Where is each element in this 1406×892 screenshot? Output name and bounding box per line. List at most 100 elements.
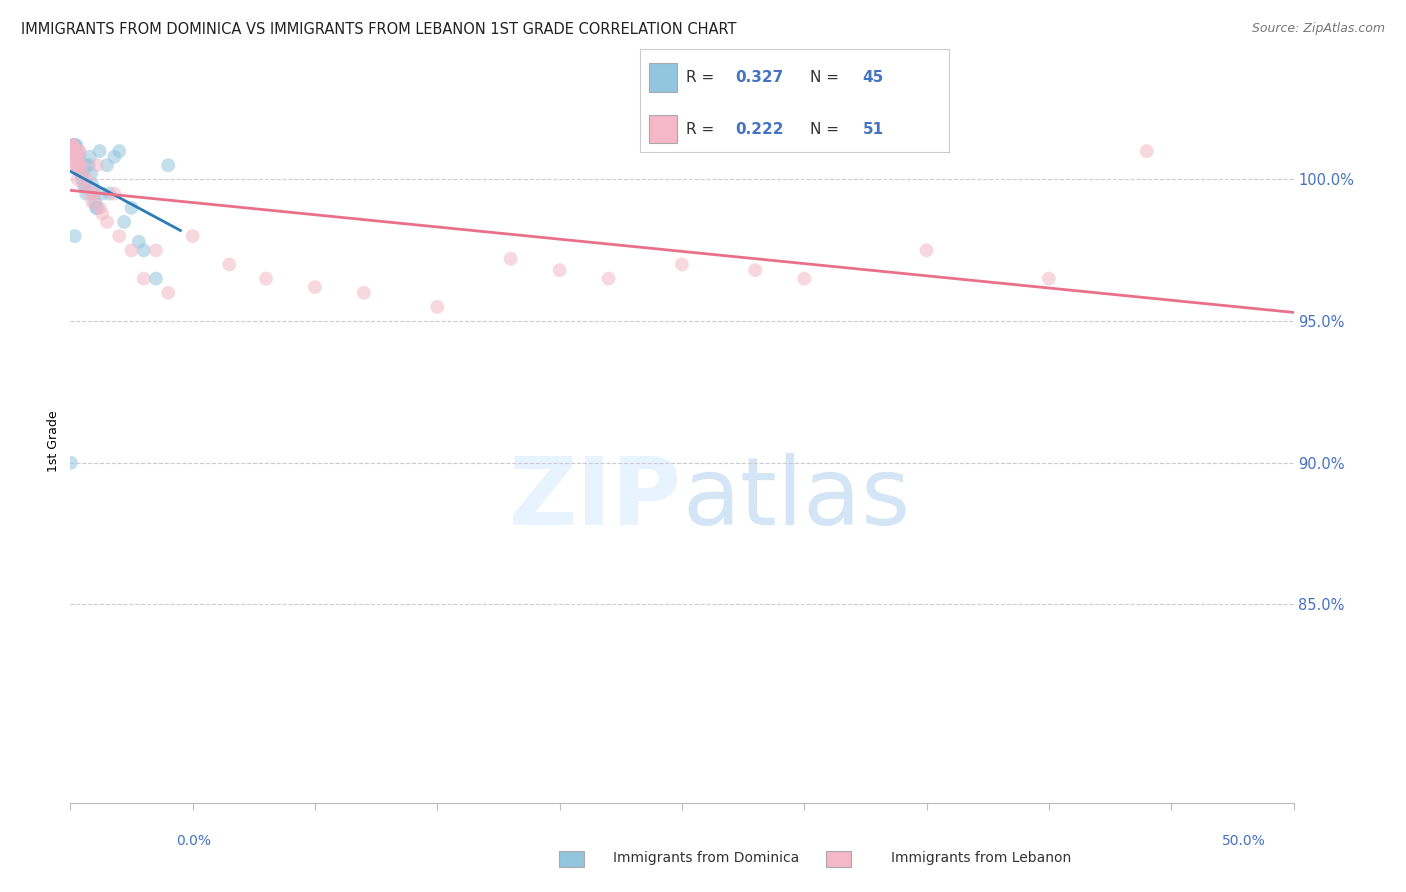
Point bbox=[499, 252, 522, 266]
Text: 0.222: 0.222 bbox=[735, 121, 785, 136]
Point bbox=[79, 186, 101, 201]
Point bbox=[84, 201, 107, 215]
Point bbox=[69, 144, 91, 158]
Point bbox=[70, 167, 93, 181]
Point bbox=[67, 158, 90, 172]
Text: Source: ZipAtlas.com: Source: ZipAtlas.com bbox=[1251, 22, 1385, 36]
Text: R =: R = bbox=[686, 70, 720, 86]
Text: 45: 45 bbox=[862, 70, 884, 86]
Text: IMMIGRANTS FROM DOMINICA VS IMMIGRANTS FROM LEBANON 1ST GRADE CORRELATION CHART: IMMIGRANTS FROM DOMINICA VS IMMIGRANTS F… bbox=[21, 22, 737, 37]
Point bbox=[103, 150, 125, 164]
Point bbox=[157, 285, 180, 300]
Point bbox=[67, 144, 90, 158]
Text: Immigrants from Lebanon: Immigrants from Lebanon bbox=[890, 851, 1071, 865]
Point bbox=[744, 263, 766, 277]
Point bbox=[65, 150, 87, 164]
Point bbox=[66, 150, 89, 164]
Text: Immigrants from Dominica: Immigrants from Dominica bbox=[613, 851, 800, 865]
Point bbox=[598, 271, 620, 285]
Point bbox=[63, 150, 86, 164]
Point bbox=[65, 138, 87, 153]
Point bbox=[83, 186, 105, 201]
Point bbox=[91, 206, 114, 220]
Point bbox=[304, 280, 326, 294]
Point bbox=[73, 178, 96, 193]
Point bbox=[77, 158, 100, 172]
Point bbox=[66, 150, 89, 164]
Point bbox=[73, 178, 96, 193]
Point bbox=[60, 138, 83, 153]
Point bbox=[62, 138, 84, 153]
Point bbox=[62, 138, 84, 153]
Point bbox=[915, 244, 938, 258]
Point bbox=[67, 158, 90, 172]
Point bbox=[72, 167, 94, 181]
Point bbox=[218, 257, 240, 271]
Point bbox=[96, 215, 118, 229]
Point bbox=[63, 144, 86, 158]
Point bbox=[82, 195, 104, 210]
Text: N =: N = bbox=[810, 70, 844, 86]
Text: R =: R = bbox=[686, 121, 720, 136]
Text: 0.327: 0.327 bbox=[735, 70, 785, 86]
Point bbox=[121, 244, 143, 258]
Point bbox=[108, 144, 131, 158]
Point bbox=[86, 201, 108, 215]
Point bbox=[60, 138, 83, 153]
Point bbox=[62, 144, 84, 158]
Point bbox=[96, 158, 118, 172]
Point bbox=[59, 456, 82, 470]
Point bbox=[67, 150, 90, 164]
Point bbox=[157, 158, 180, 172]
Point bbox=[69, 158, 91, 172]
Text: ZIP: ZIP bbox=[509, 453, 682, 545]
Point bbox=[63, 138, 86, 153]
Point bbox=[132, 244, 155, 258]
Point bbox=[353, 285, 375, 300]
Point bbox=[86, 158, 108, 172]
Point bbox=[79, 150, 101, 164]
Point bbox=[82, 178, 104, 193]
Point bbox=[63, 144, 86, 158]
Point bbox=[254, 271, 277, 285]
Point bbox=[65, 158, 87, 172]
Point bbox=[60, 138, 83, 153]
Point bbox=[63, 138, 86, 153]
Point bbox=[63, 229, 86, 244]
Point bbox=[63, 150, 86, 164]
Point bbox=[75, 186, 97, 201]
Point bbox=[60, 144, 83, 158]
Point bbox=[66, 172, 89, 186]
Point bbox=[65, 144, 87, 158]
Point bbox=[69, 158, 91, 172]
Point bbox=[70, 172, 93, 186]
Bar bbox=[650, 63, 676, 92]
Point bbox=[89, 201, 111, 215]
Text: N =: N = bbox=[810, 121, 844, 136]
Point bbox=[89, 144, 111, 158]
Point bbox=[132, 271, 155, 285]
Point bbox=[426, 300, 449, 314]
Point bbox=[83, 186, 105, 201]
Point bbox=[181, 229, 204, 244]
Text: 51: 51 bbox=[862, 121, 883, 136]
Point bbox=[66, 158, 89, 172]
Point bbox=[63, 138, 86, 153]
Point bbox=[80, 167, 103, 181]
Text: 50.0%: 50.0% bbox=[1222, 834, 1265, 848]
Point bbox=[145, 271, 167, 285]
Point bbox=[671, 257, 693, 271]
Point bbox=[145, 244, 167, 258]
Y-axis label: 1st Grade: 1st Grade bbox=[46, 410, 60, 473]
Point bbox=[66, 144, 89, 158]
Point bbox=[793, 271, 815, 285]
Point bbox=[76, 158, 98, 172]
Point bbox=[112, 215, 135, 229]
Point bbox=[98, 186, 121, 201]
Point bbox=[1136, 144, 1159, 158]
Point bbox=[83, 195, 105, 210]
Point bbox=[548, 263, 571, 277]
Point bbox=[70, 158, 93, 172]
Text: 0.0%: 0.0% bbox=[176, 834, 211, 848]
Point bbox=[73, 178, 96, 193]
